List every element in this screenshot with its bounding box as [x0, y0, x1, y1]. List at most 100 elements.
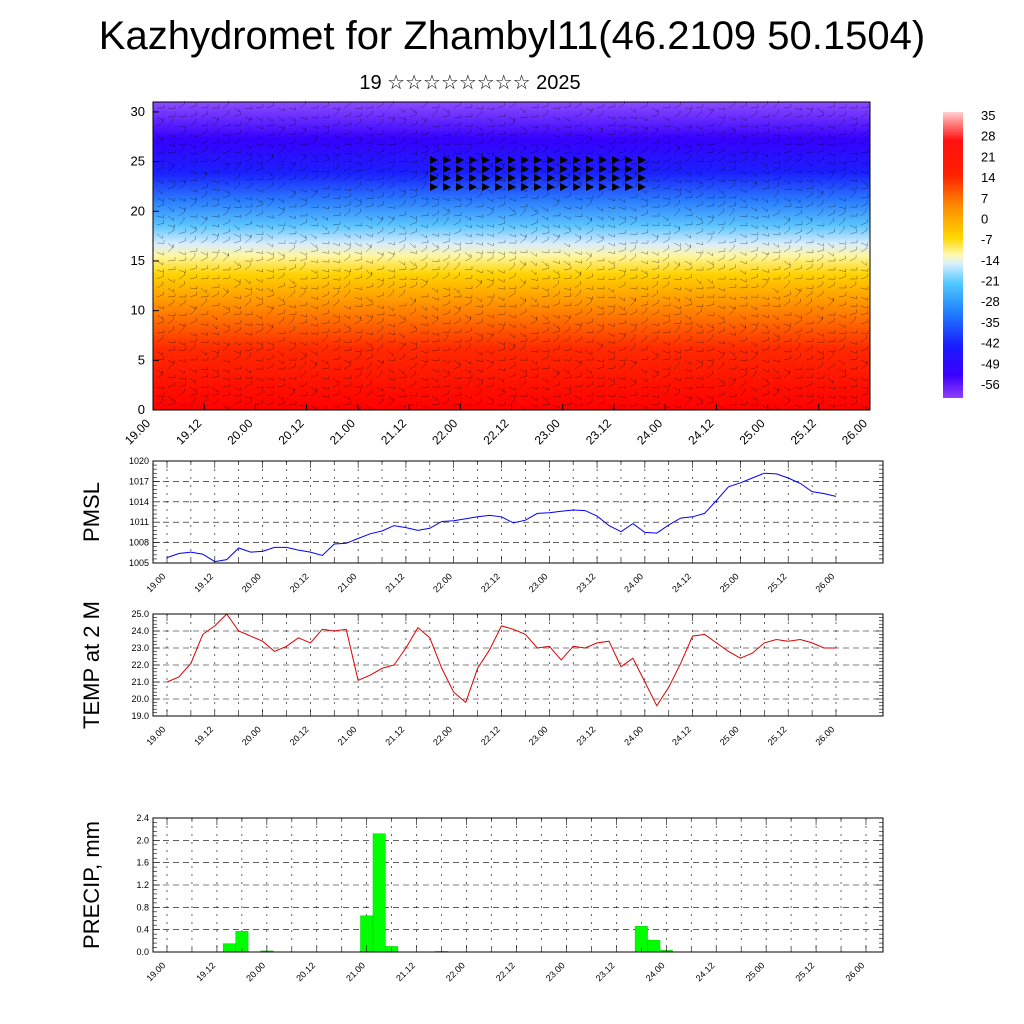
x-tick-label: 26.00 [843, 960, 866, 983]
y-tick-label: 0 [138, 402, 145, 417]
x-tick-label: 20.00 [224, 416, 255, 447]
y-tick-label: 1017 [129, 476, 149, 486]
y-tick-label: 1005 [129, 558, 149, 568]
x-tick-label: 22.12 [480, 416, 511, 447]
colorbar-label: 35 [981, 108, 995, 123]
y-tick-label: 19.0 [131, 711, 149, 721]
x-tick-label: 19.12 [192, 571, 215, 594]
x-tick-label: 20.00 [240, 724, 263, 747]
plot-area [153, 461, 883, 563]
y-tick-label: 1014 [129, 497, 149, 507]
x-tick-label: 24.00 [622, 724, 645, 747]
x-tick-label: 26.00 [813, 724, 836, 747]
precip-panel: 0.0 0.4 0.8 1.2 1.6 2.0 2.4 19.00 19.12 20.00 20.1… [79, 813, 884, 983]
x-tick-label: 24.12 [670, 571, 693, 594]
x-tick-label: 22.00 [431, 724, 454, 747]
x-tick-label: 21.00 [336, 571, 359, 594]
x-tick-label: 20.00 [240, 571, 263, 594]
x-tick-label: 20.12 [276, 416, 307, 447]
y-tick-label: 0.8 [136, 902, 149, 912]
colorbar-scale [943, 112, 963, 398]
y-tick-label: 20.0 [131, 694, 149, 704]
x-tick-label: 24.00 [644, 960, 667, 983]
precip-bar [372, 833, 386, 953]
x-tick-label: 24.12 [670, 724, 693, 747]
x-tick-label: 23.12 [583, 416, 614, 447]
y-axis-label: PRECIP, mm [79, 821, 104, 949]
x-tick-label: 25.00 [737, 416, 768, 447]
colorbar-label: -7 [981, 232, 993, 247]
colorbar-label: 14 [981, 170, 995, 185]
x-tick-label: 25.00 [718, 571, 741, 594]
x-tick-label: 23.12 [594, 960, 617, 983]
y-tick-label: 2.0 [136, 835, 149, 845]
x-tick-label: 21.12 [378, 416, 409, 447]
x-tick-label: 23.12 [574, 571, 597, 594]
colorbar-label: 21 [981, 149, 995, 164]
x-tick-label: 24.00 [622, 571, 645, 594]
x-tick-label: 21.12 [394, 960, 417, 983]
x-tick-label: 19.00 [122, 416, 153, 447]
x-tick-label: 23.00 [532, 416, 563, 447]
y-tick-label: 25 [131, 154, 145, 169]
y-tick-label: 2.4 [136, 813, 149, 823]
x-tick-label: 24.00 [634, 416, 665, 447]
x-tick-label: 21.00 [327, 416, 358, 447]
x-tick-label: 22.12 [479, 724, 502, 747]
colorbar-label: -42 [981, 336, 1000, 351]
x-tick-label: 25.12 [788, 416, 819, 447]
y-tick-label: 0.4 [136, 925, 149, 935]
colorbar-label: 7 [981, 191, 988, 206]
y-axis-label: PMSL [79, 482, 104, 542]
colorbar-label: -28 [981, 294, 1000, 309]
x-tick-label: 25.00 [718, 724, 741, 747]
x-tick-label: 23.00 [544, 960, 567, 983]
y-tick-label: 23.0 [131, 643, 149, 653]
colorbar-label: -56 [981, 377, 1000, 392]
x-tick-label: 22.00 [431, 571, 454, 594]
cross-section-panel: 0 5 10 15 20 25 30 19.00 19.12 20.00 20.12 21.00 21… [122, 100, 871, 447]
x-tick-label: 19.00 [144, 960, 167, 983]
wind-barb-overlay [156, 100, 869, 410]
pmsl-panel: 1005 1008 1011 1014 1017 1020 19.00 19.12 20.00 2… [79, 456, 884, 594]
precip-bar [647, 940, 661, 953]
y-tick-label: 24.0 [131, 626, 149, 636]
colorbar-label: -21 [981, 274, 1000, 289]
x-tick-label: 25.12 [793, 960, 816, 983]
wind-barbs [156, 100, 869, 410]
x-tick-label: 25.12 [766, 724, 789, 747]
x-tick-label: 23.00 [527, 724, 550, 747]
x-tick-label: 19.12 [194, 960, 217, 983]
x-tick-label: 23.12 [574, 724, 597, 747]
x-tick-label: 19.12 [173, 416, 204, 447]
x-tick-label: 19.00 [144, 571, 167, 594]
colorbar-label: -35 [981, 315, 1000, 330]
x-tick-label: 24.12 [685, 416, 716, 447]
y-tick-label: 15 [131, 253, 145, 268]
x-tick-label: 23.00 [527, 571, 550, 594]
y-tick-label: 1020 [129, 456, 149, 466]
y-tick-label: 5 [138, 352, 145, 367]
y-tick-label: 1.2 [136, 880, 149, 890]
y-tick-label: 22.0 [131, 660, 149, 670]
chart-subtitle: 19 ☆☆☆☆☆☆☆☆ 2025 [359, 72, 581, 94]
x-tick-label: 22.12 [494, 960, 517, 983]
x-tick-label: 22.12 [479, 571, 502, 594]
x-tick-label: 25.12 [766, 571, 789, 594]
colorbar-label: -49 [981, 356, 1000, 371]
x-tick-label: 26.00 [813, 571, 836, 594]
x-tick-label: 21.12 [383, 724, 406, 747]
x-tick-label: 22.00 [444, 960, 467, 983]
cross-section-field [153, 102, 870, 410]
x-tick-label: 25.00 [744, 960, 767, 983]
x-tick-label: 24.12 [694, 960, 717, 983]
y-tick-label: 21.0 [131, 677, 149, 687]
x-tick-label: 19.12 [192, 724, 215, 747]
x-tick-label: 20.00 [244, 960, 267, 983]
colorbar: 35 28 21 14 7 0 -7 -14 -21 -28 -35 -42 -49 -56 [943, 108, 1000, 398]
x-tick-label: 21.00 [336, 724, 359, 747]
x-tick-label: 19.00 [144, 724, 167, 747]
y-tick-label: 30 [131, 104, 145, 119]
y-tick-label: 1011 [130, 517, 149, 527]
